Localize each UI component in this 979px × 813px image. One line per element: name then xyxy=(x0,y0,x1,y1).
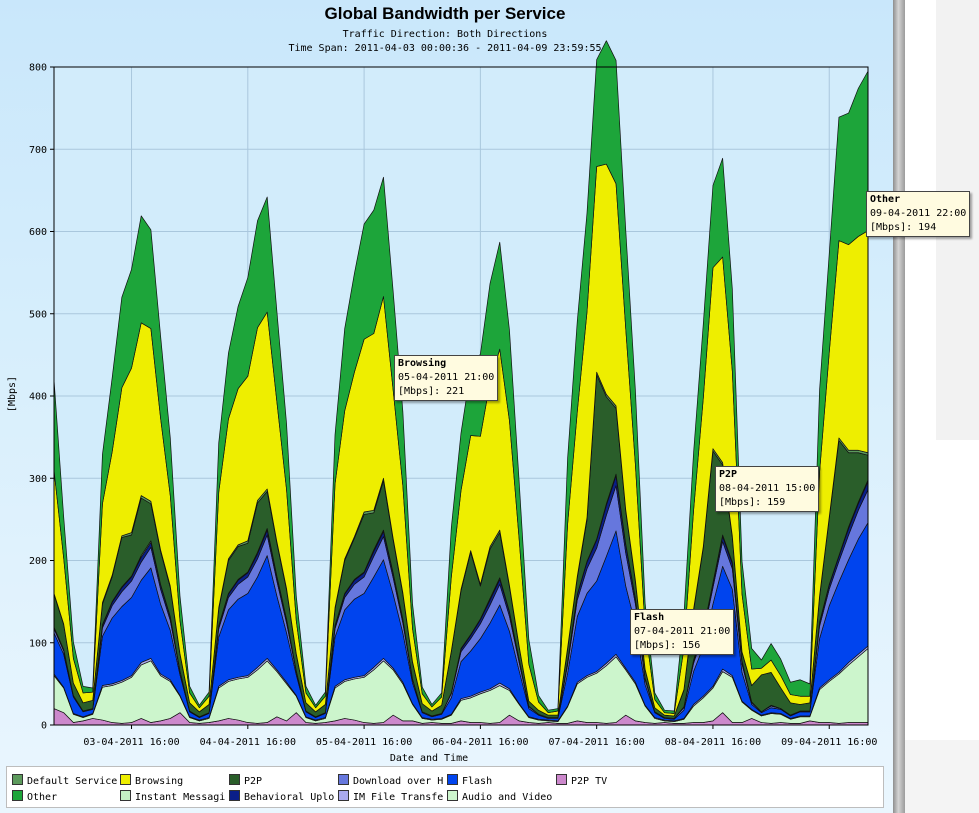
chart-subtitle-timespan: Time Span: 2011-04-03 00:00:36 - 2011-04… xyxy=(288,43,602,54)
tooltip-title: Browsing xyxy=(398,358,447,369)
legend-label: Flash xyxy=(462,776,493,787)
tooltip-time: 07-04-2011 21:00 xyxy=(634,626,731,637)
tooltip-value: [Mbps]: 221 xyxy=(398,386,465,397)
legend-label: Audio and Video xyxy=(462,792,553,803)
chart-legend: Default Service Browsing P2P Download ov… xyxy=(6,766,884,808)
legend-label: Default Service xyxy=(27,776,118,787)
legend-item-browsing[interactable]: Browsing xyxy=(120,774,183,788)
legend-swatch xyxy=(12,774,23,785)
tooltip-browsing: Browsing 05-04-2011 21:00 [Mbps]: 221 xyxy=(394,355,499,401)
legend-item-other[interactable]: Other xyxy=(12,790,57,804)
tooltip-time: 05-04-2011 21:00 xyxy=(398,372,495,383)
y-tick-label: 200 xyxy=(29,556,47,567)
legend-item-default-service[interactable]: Default Service xyxy=(12,774,117,788)
tooltip-time: 08-04-2011 15:00 xyxy=(719,483,816,494)
y-tick-label: 600 xyxy=(29,227,47,238)
tooltip-time: 09-04-2011 22:00 xyxy=(870,208,967,219)
legend-item-p2p[interactable]: P2P xyxy=(229,774,262,788)
tooltip-title: P2P xyxy=(719,469,738,480)
y-tick-label: 0 xyxy=(41,721,47,732)
legend-item-behavioral-upload[interactable]: Behavioral Uplo xyxy=(229,790,334,804)
legend-item-audio-and-video[interactable]: Audio and Video xyxy=(447,790,552,804)
legend-label: P2P xyxy=(244,776,263,787)
tooltip-other: Other 09-04-2011 22:00 [Mbps]: 194 xyxy=(866,191,971,237)
legend-swatch xyxy=(229,774,240,785)
legend-swatch xyxy=(556,774,567,785)
x-tick-label: 05-04-2011 16:00 xyxy=(316,737,412,748)
x-tick-label: 08-04-2011 16:00 xyxy=(665,737,761,748)
tooltip-value: [Mbps]: 194 xyxy=(870,222,937,233)
legend-item-download-over-http[interactable]: Download over H xyxy=(338,774,443,788)
y-axis-title: [Mbps] xyxy=(7,376,18,412)
tooltip-value: [Mbps]: 156 xyxy=(634,640,701,651)
legend-label: Instant Messagi xyxy=(135,792,226,803)
legend-item-im-file-transfer[interactable]: IM File Transfe xyxy=(338,790,443,804)
tooltip-title: Flash xyxy=(634,612,665,623)
panel-splitter[interactable] xyxy=(893,0,905,813)
tooltip-p2p: P2P 08-04-2011 15:00 [Mbps]: 159 xyxy=(715,466,820,512)
legend-label: Browsing xyxy=(135,776,184,787)
legend-label: Other xyxy=(27,792,58,803)
tooltip-value: [Mbps]: 159 xyxy=(719,497,786,508)
x-tick-label: 07-04-2011 16:00 xyxy=(549,737,645,748)
legend-label: Behavioral Uplo xyxy=(244,792,335,803)
side-panel-background-lower xyxy=(905,740,979,813)
y-tick-label: 400 xyxy=(29,392,47,403)
legend-swatch xyxy=(447,774,458,785)
legend-swatch xyxy=(338,774,349,785)
x-tick-label: 09-04-2011 16:00 xyxy=(781,737,877,748)
y-tick-label: 700 xyxy=(29,145,47,156)
legend-swatch xyxy=(229,790,240,801)
chart-subtitle-direction: Traffic Direction: Both Directions xyxy=(342,29,548,40)
x-tick-label: 03-04-2011 16:00 xyxy=(83,737,179,748)
legend-item-instant-messaging[interactable]: Instant Messagi xyxy=(120,790,225,804)
y-tick-label: 800 xyxy=(29,63,47,74)
x-axis-title: Date and Time xyxy=(390,753,468,764)
chart-title: Global Bandwidth per Service xyxy=(324,4,566,23)
x-tick-label: 06-04-2011 16:00 xyxy=(432,737,528,748)
legend-label: IM File Transfe xyxy=(353,792,444,803)
legend-swatch xyxy=(120,774,131,785)
legend-item-p2p-tv[interactable]: P2P TV xyxy=(556,774,607,788)
legend-item-flash[interactable]: Flash xyxy=(447,774,492,788)
x-tick-label: 04-04-2011 16:00 xyxy=(200,737,296,748)
legend-swatch xyxy=(120,790,131,801)
y-tick-label: 100 xyxy=(29,638,47,649)
legend-swatch xyxy=(338,790,349,801)
y-tick-label: 500 xyxy=(29,309,47,320)
legend-label: Download over H xyxy=(353,776,444,787)
tooltip-title: Other xyxy=(870,194,901,205)
y-tick-label: 300 xyxy=(29,474,47,485)
legend-label: P2P TV xyxy=(571,776,608,787)
legend-swatch xyxy=(447,790,458,801)
legend-swatch xyxy=(12,790,23,801)
tooltip-flash: Flash 07-04-2011 21:00 [Mbps]: 156 xyxy=(630,609,735,655)
